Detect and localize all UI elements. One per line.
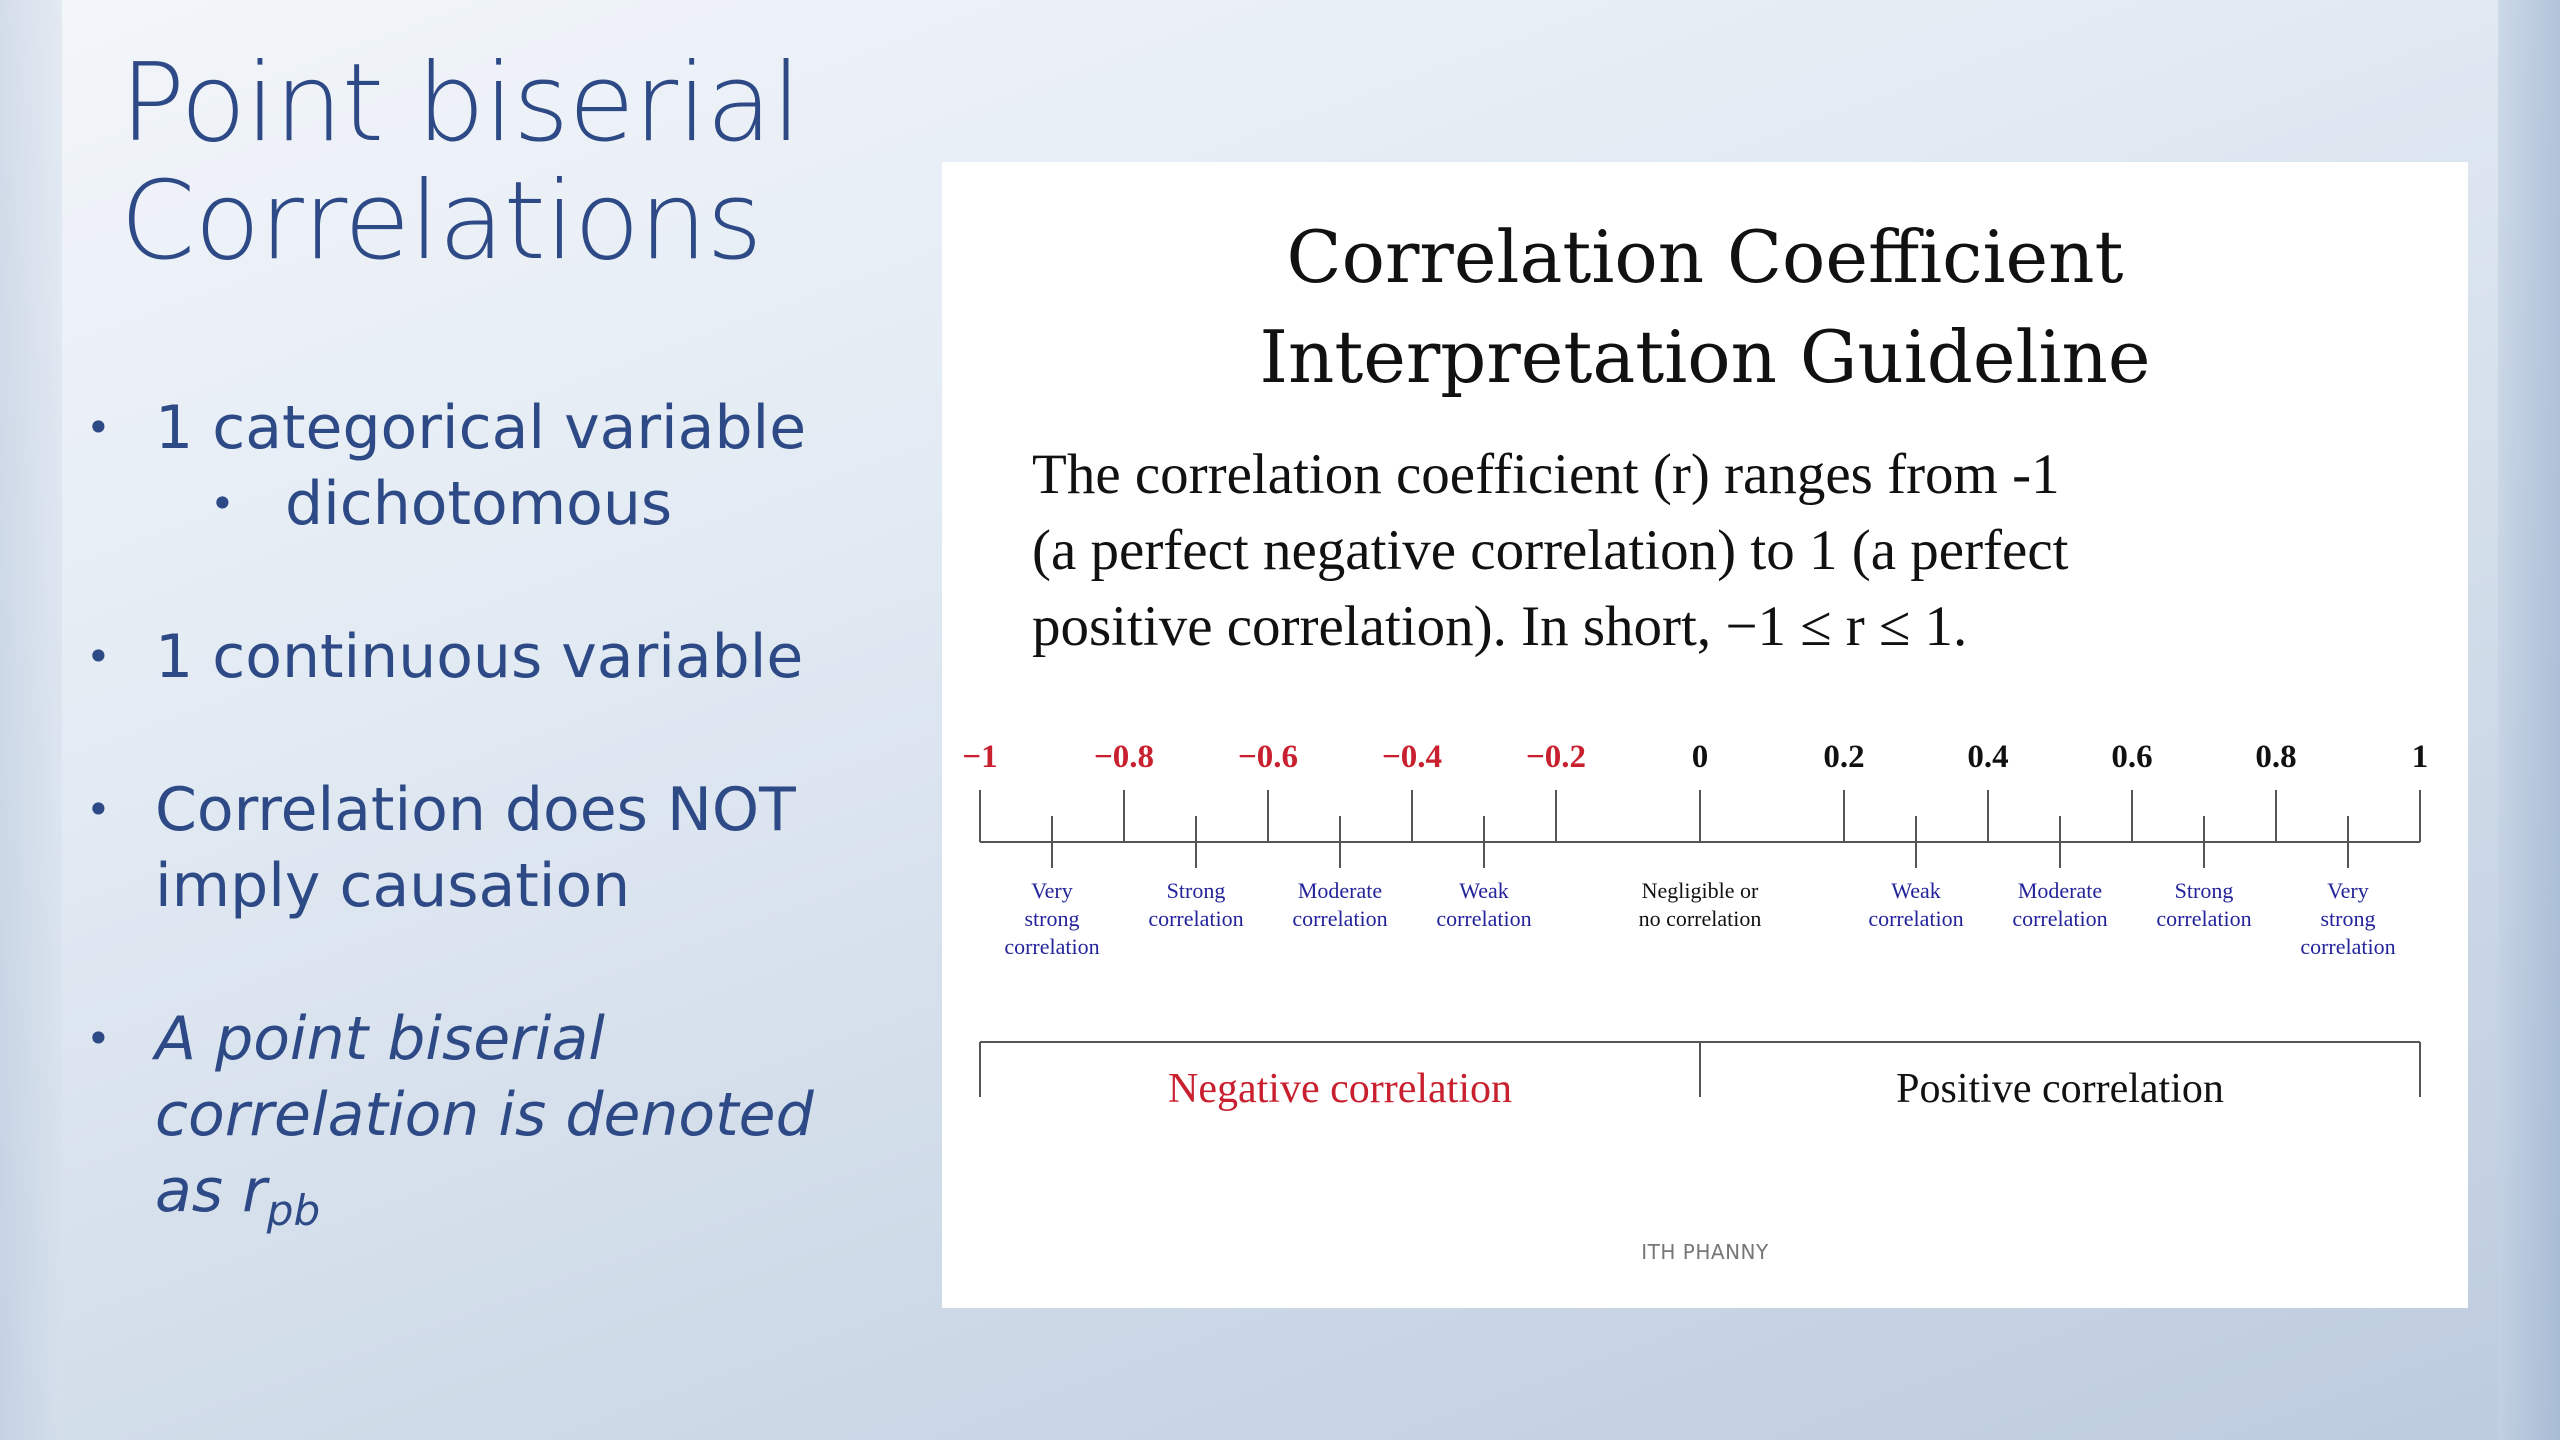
tick-label: 0.2	[1823, 739, 1864, 775]
category-label: Moderate correlation	[2012, 878, 2107, 931]
tick-label: 0.8	[2255, 739, 2296, 775]
bullet-dot: •	[86, 632, 111, 681]
bullet-denoted-line1: A point biserial	[155, 1004, 605, 1074]
correlation-scale: −1 −0.8 −0.6 −0.4 −0.2 0 0.2 0.4 0.6 0.8 1 Very stro…	[962, 739, 2429, 1112]
tick-label: −0.6	[1238, 739, 1298, 775]
bullet-dot: •	[86, 403, 111, 452]
guideline-image: Correlation Coefficient Interpretation G…	[942, 162, 2468, 1308]
category-label: Very strong correlation	[2300, 878, 2395, 959]
tick-label: −0.8	[1094, 739, 1154, 775]
category-label: Weak correlation	[1868, 878, 1963, 931]
bullet-continuous: • 1 continuous variable	[80, 619, 900, 695]
guideline-description-line1: The correlation coefficient (r) ranges f…	[1032, 443, 2060, 506]
category-label: Weak correlation	[1436, 878, 1531, 931]
bullet-dot: •	[86, 1014, 111, 1063]
tick-label: 0.4	[1967, 739, 2008, 775]
bullet-causation: • Correlation does NOT imply causation	[80, 772, 900, 924]
category-label: Negligible or no correlation	[1639, 878, 1762, 931]
bullet-dichotomous-text: dichotomous	[285, 469, 673, 539]
bullet-dot: •	[210, 479, 235, 528]
slide-title: Point biserial Correlations	[120, 45, 900, 281]
bullet-causation-line2: imply causation	[155, 851, 631, 921]
category-label: Strong correlation	[2156, 878, 2251, 931]
bullet-categorical-text: 1 categorical variable	[155, 393, 807, 463]
category-label: Moderate correlation	[1292, 878, 1387, 931]
bullet-denoted: • A point biserial correlation is denote…	[80, 1001, 900, 1249]
slide-left-edge	[0, 0, 62, 1440]
bullet-denoted-line2: correlation is denoted	[155, 1080, 814, 1150]
bullet-categorical: • 1 categorical variable	[80, 390, 900, 466]
slide-right-edge	[2498, 0, 2560, 1440]
slide-title-line2: Correlations	[120, 159, 763, 284]
guideline-title-line2: Interpretation Guideline	[1259, 315, 2151, 399]
guideline-title-line1: Correlation Coefficient	[1286, 215, 2124, 299]
guideline-description-line3: positive correlation). In short, −1 ≤ r …	[1032, 595, 1968, 658]
tick-label: −0.2	[1526, 739, 1586, 775]
tick-label: −0.4	[1382, 739, 1442, 775]
guideline-description: The correlation coefficient (r) ranges f…	[1032, 437, 2412, 665]
footer-credit: ITH PHANNY	[1641, 1240, 1769, 1264]
bullet-dichotomous: • dichotomous	[80, 466, 900, 542]
rpb-subscript: pb	[266, 1186, 321, 1235]
guideline-title: Correlation Coefficient Interpretation G…	[942, 207, 2468, 407]
guideline-description-line2: (a perfect negative correlation) to 1 (a…	[1032, 519, 2069, 582]
bullet-list: • 1 categorical variable • dichotomous •…	[80, 390, 900, 1249]
tick-label: 0	[1692, 739, 1709, 775]
bullet-denoted-line3: as r	[155, 1156, 267, 1226]
bullet-dot: •	[86, 785, 111, 834]
tick-label: −1	[962, 739, 997, 775]
range-label: Positive correlation	[1896, 1066, 2224, 1112]
category-label: Very strong correlation	[1004, 878, 1099, 959]
slide-title-line1: Point biserial	[120, 41, 801, 166]
tick-label: 0.6	[2111, 739, 2152, 775]
range-label: Negative correlation	[1168, 1066, 1512, 1112]
bullet-causation-line1: Correlation does NOT	[155, 775, 796, 845]
tick-label: 1	[2412, 739, 2429, 775]
bullet-continuous-text: 1 continuous variable	[155, 622, 804, 692]
category-label: Strong correlation	[1148, 878, 1243, 931]
